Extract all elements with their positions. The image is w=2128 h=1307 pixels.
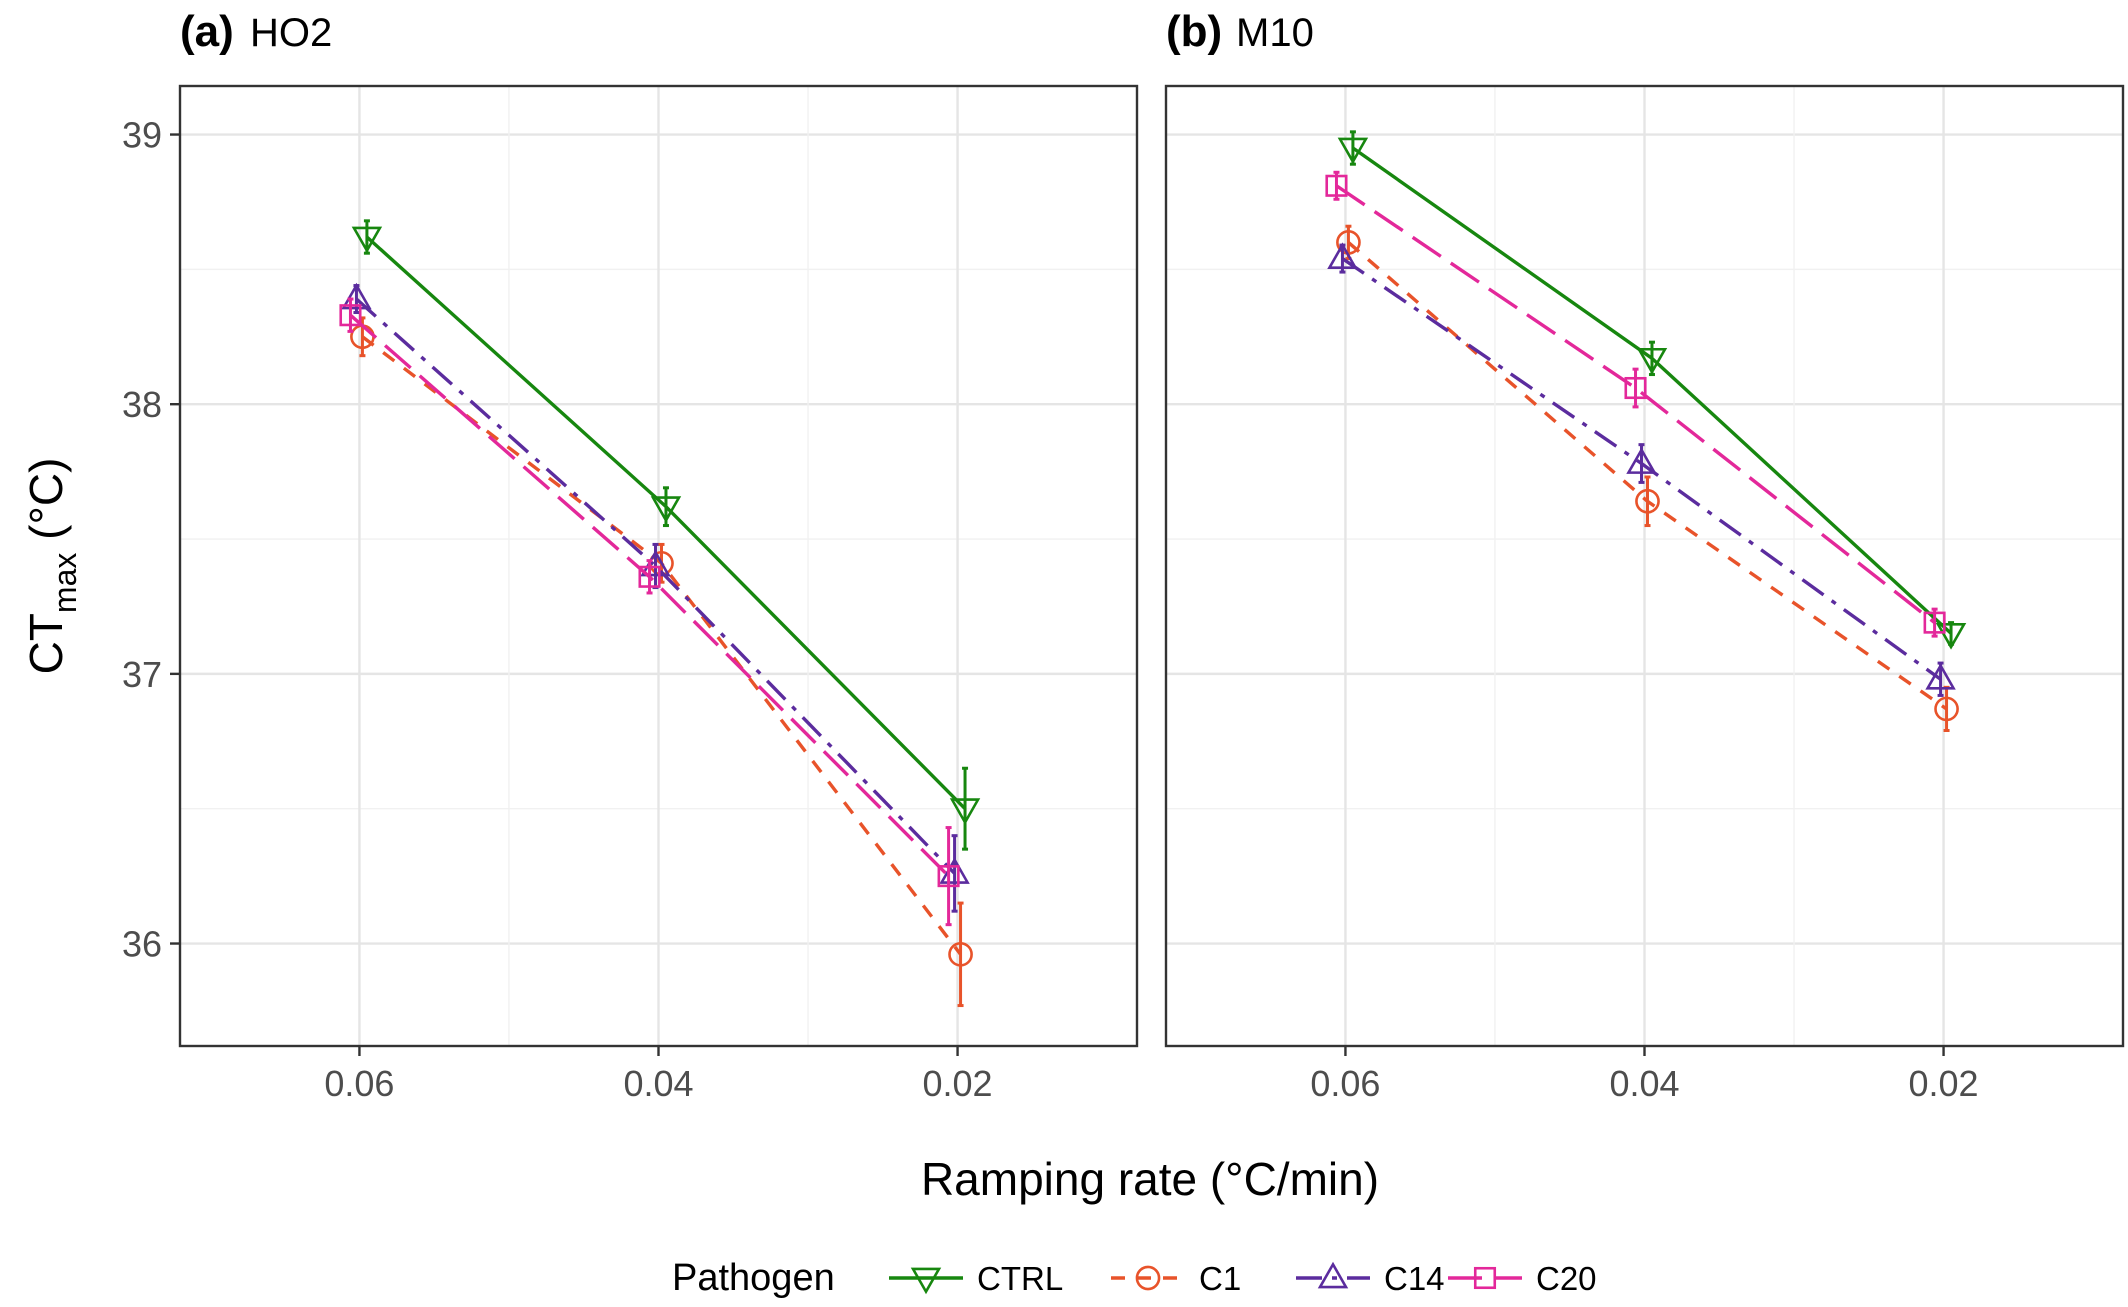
y-tick-label: 37 <box>122 654 162 695</box>
series-line-c14 <box>355 297 956 875</box>
panel-b-grid <box>1166 86 2123 1046</box>
x-axis-title: Ramping rate (°C/min) <box>921 1153 1379 1205</box>
data-point-c20 <box>1923 611 1946 634</box>
x-tick-label: 0.02 <box>1909 1063 1979 1104</box>
y-axis-title-main: CT <box>20 613 72 674</box>
data-point-c20 <box>638 565 661 588</box>
panel-b-tag: (b) <box>1166 7 1222 56</box>
data-point-c14 <box>1925 662 1956 690</box>
y-axis-title-subscript: max <box>47 553 83 613</box>
panel-b-title: M10 <box>1236 11 1314 55</box>
data-point-ctrl <box>949 798 981 825</box>
y-axis-title-unit: (°C) <box>20 458 72 553</box>
x-tick-label: 0.02 <box>923 1063 993 1104</box>
legend-label: CTRL <box>977 1260 1063 1297</box>
y-axis-title: CTmax (°C) <box>20 458 83 675</box>
series-c20 <box>339 297 960 927</box>
legend-key-marker <box>1135 1265 1161 1291</box>
legend: Pathogen CTRL C1 C14 C20 <box>672 1257 1597 1299</box>
legend-item-c20: C20 <box>1448 1260 1597 1297</box>
panel-a-series <box>339 219 981 1008</box>
data-point-c14 <box>1327 242 1358 269</box>
y-axis-title-text: CTmax (°C) <box>20 458 83 675</box>
series-c14 <box>341 282 970 913</box>
panel-b-series <box>1325 130 1967 732</box>
data-point-c1 <box>1635 488 1660 514</box>
data-point-ctrl <box>650 496 682 523</box>
legend-key-marker <box>910 1267 942 1295</box>
series-c14 <box>1327 242 1956 697</box>
series-line-c20 <box>1335 184 1936 624</box>
x-tick-label: 0.06 <box>1310 1063 1380 1104</box>
x-tick-label: 0.04 <box>623 1063 693 1104</box>
legend-item-ctrl: CTRL <box>889 1260 1063 1297</box>
panel-a-tag: (a) <box>180 7 234 56</box>
data-point-c14 <box>341 282 372 310</box>
legend-item-c14: C14 <box>1296 1260 1445 1297</box>
legend-item-c1: C1 <box>1111 1260 1241 1297</box>
panel-a: (a) HO2 0.06 0.04 0.02 36 37 38 39 <box>122 7 1139 1104</box>
data-point-c20 <box>1325 174 1348 197</box>
x-tick-label: 0.04 <box>1609 1063 1679 1104</box>
legend-label: C1 <box>1199 1260 1241 1297</box>
data-point-c1 <box>1934 696 1959 722</box>
panel-b-x-axis: 0.06 0.04 0.02 <box>1310 1046 1979 1104</box>
panel-a-x-axis: 0.06 0.04 0.02 <box>324 1046 993 1104</box>
data-point-ctrl <box>351 226 383 254</box>
series-c20 <box>1325 170 1946 638</box>
y-tick-label: 39 <box>122 115 162 156</box>
series-ctrl <box>1337 130 1967 650</box>
y-tick-label: 38 <box>122 384 162 425</box>
data-point-ctrl <box>1935 623 1967 650</box>
panel-a-title: HO2 <box>250 11 332 55</box>
data-point-ctrl <box>1636 347 1668 375</box>
data-point-c1 <box>948 941 973 967</box>
legend-key-marker <box>1317 1261 1349 1289</box>
panel-a-y-axis: 36 37 38 39 <box>122 115 180 965</box>
data-point-c20 <box>1624 376 1647 400</box>
data-point-ctrl <box>1337 137 1369 165</box>
panel-b: (b) M10 0.06 0.04 0.02 <box>1164 7 2125 1104</box>
legend-label: C14 <box>1384 1260 1445 1297</box>
data-point-c20 <box>937 865 960 888</box>
y-tick-label: 36 <box>122 924 162 965</box>
data-point-c14 <box>1626 447 1657 474</box>
data-point-c20 <box>339 304 362 327</box>
legend-key-marker <box>1473 1266 1497 1290</box>
x-tick-label: 0.06 <box>324 1063 394 1104</box>
series-ctrl <box>351 219 981 851</box>
legend-title: Pathogen <box>672 1257 835 1299</box>
legend-label: C20 <box>1536 1260 1597 1297</box>
